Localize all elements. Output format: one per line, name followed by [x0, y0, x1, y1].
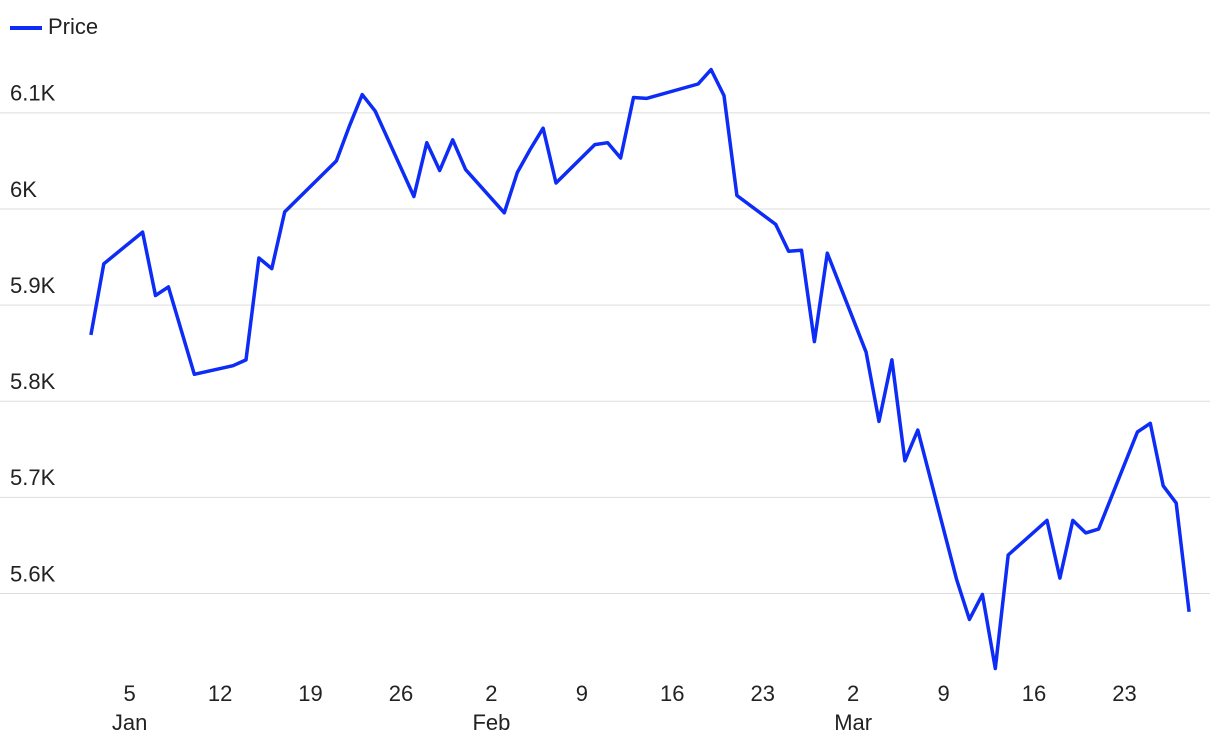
- x-tick-label: 5: [124, 681, 136, 706]
- x-tick-label: 2: [485, 681, 497, 706]
- y-tick-label: 6K: [10, 177, 37, 202]
- x-tick-label: 19: [298, 681, 322, 706]
- x-tick-label: 23: [1112, 681, 1136, 706]
- y-tick-label: 5.7K: [10, 465, 56, 490]
- y-tick-label: 6.1K: [10, 81, 56, 106]
- y-tick-label: 5.6K: [10, 561, 56, 586]
- x-tick-label: 16: [1022, 681, 1046, 706]
- y-tick-label: 5.9K: [10, 273, 56, 298]
- x-tick-label: 2: [847, 681, 859, 706]
- x-tick-label: 9: [576, 681, 588, 706]
- x-tick-label: 9: [937, 681, 949, 706]
- x-tick-label: 16: [660, 681, 684, 706]
- x-month-label: Jan: [112, 710, 147, 735]
- legend-label: Price: [48, 14, 98, 39]
- y-tick-label: 5.8K: [10, 369, 56, 394]
- x-tick-label: 26: [389, 681, 413, 706]
- x-tick-label: 23: [750, 681, 774, 706]
- x-month-label: Feb: [472, 710, 510, 735]
- x-month-label: Mar: [834, 710, 872, 735]
- x-tick-label: 12: [208, 681, 232, 706]
- price-line: [89, 67, 1191, 671]
